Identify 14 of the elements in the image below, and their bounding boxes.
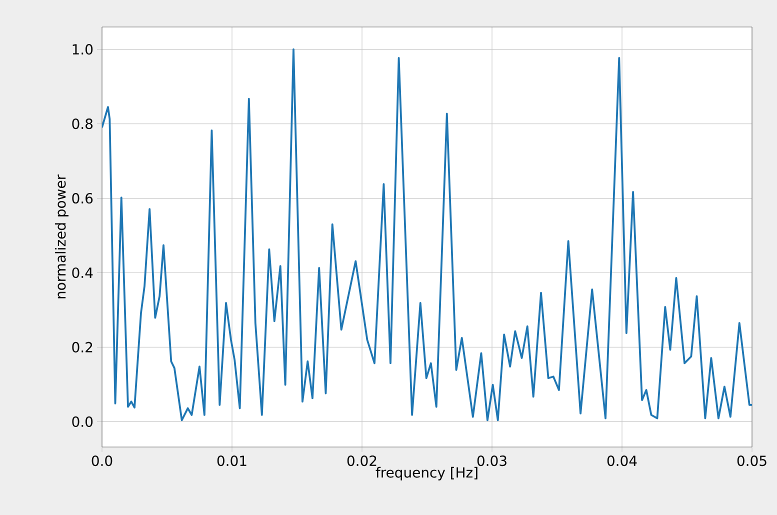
y-tick-label: 0.0 — [72, 416, 93, 427]
x-axis-title: frequency [Hz] — [376, 466, 478, 480]
y-axis-title: normalized power — [54, 174, 68, 298]
y-tick-label: 0.4 — [72, 267, 93, 278]
y-tick-label: 1.0 — [72, 44, 93, 55]
x-tick-label: 0.05 — [737, 456, 766, 466]
y-tick-label: 0.8 — [72, 118, 93, 130]
x-tick-label: 0.01 — [217, 456, 246, 466]
x-tick-label: 0.03 — [477, 456, 506, 466]
x-tick-label: 0.0 — [92, 456, 112, 466]
x-tick-label: 0.02 — [347, 456, 376, 466]
y-tick-label: 0.2 — [72, 342, 92, 352]
y-tick-label: 0.6 — [72, 192, 93, 204]
x-tick-label: 0.04 — [607, 456, 637, 466]
